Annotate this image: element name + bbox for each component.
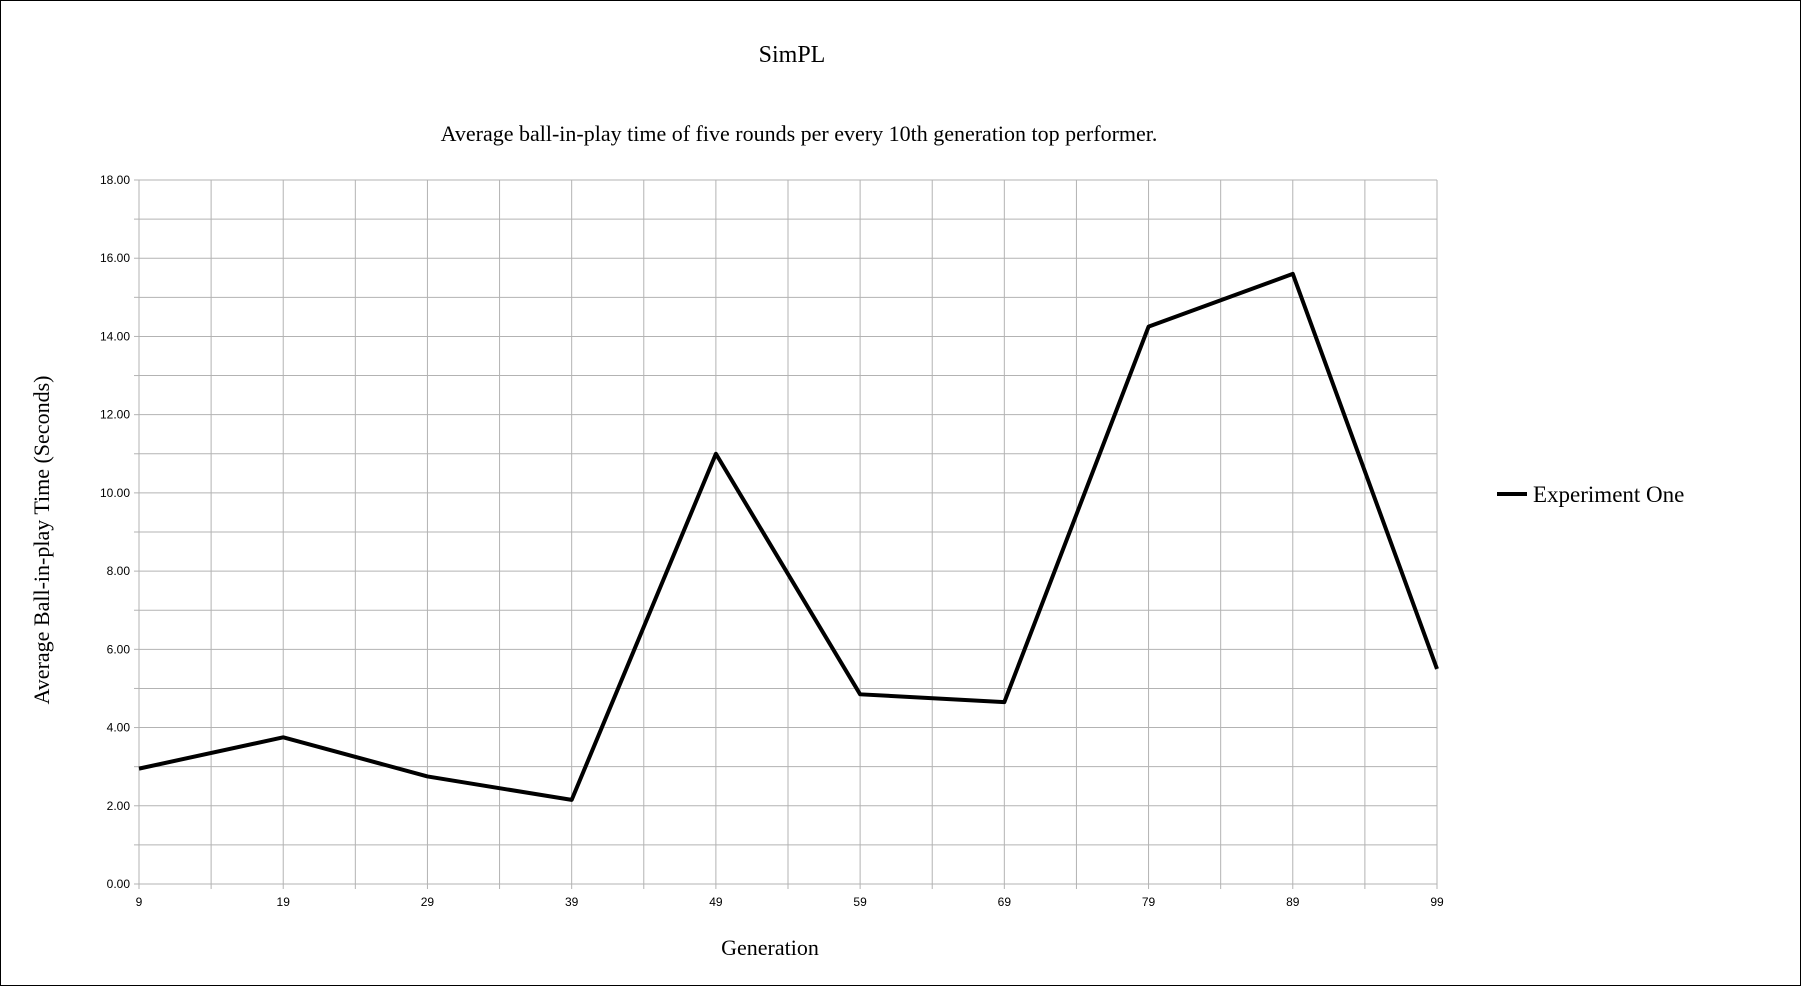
- x-tick-label: 19: [277, 895, 291, 909]
- x-tick-label: 39: [565, 895, 579, 909]
- x-axis-label: Generation: [721, 935, 819, 960]
- x-axis-ticks: 9 19 29 39 49 59 69 79 89 99: [136, 895, 1444, 909]
- legend-label-experiment-one: Experiment One: [1533, 482, 1684, 507]
- x-tick-label: 9: [136, 895, 143, 909]
- y-tick-label: 18.00: [100, 173, 130, 187]
- x-tick-label: 99: [1430, 895, 1444, 909]
- x-tick-label: 29: [421, 895, 435, 909]
- y-tick-label: 6.00: [107, 642, 131, 656]
- legend: Experiment One: [1497, 482, 1684, 507]
- y-tick-label: 10.00: [100, 486, 130, 500]
- y-tick-label: 2.00: [107, 799, 131, 813]
- y-tick-label: 16.00: [100, 251, 130, 265]
- series-layer: [138, 271, 1439, 802]
- x-tick-label: 89: [1286, 895, 1300, 909]
- x-tick-label: 59: [853, 895, 867, 909]
- y-axis-ticks: 0.00 2.00 4.00 6.00 8.00 10.00 12.00 14.00 16.00…: [100, 173, 130, 891]
- x-tick-label: 79: [1142, 895, 1156, 909]
- y-tick-label: 4.00: [107, 721, 131, 735]
- y-tick-label: 0.00: [107, 877, 131, 891]
- grid-lines: [134, 179, 1438, 889]
- chart-title: SimPL: [759, 42, 826, 68]
- chart-subtitle: Average ball-in-play time of five rounds…: [441, 121, 1158, 146]
- x-tick-label: 49: [709, 895, 723, 909]
- y-tick-label: 8.00: [107, 564, 131, 578]
- series-line-experiment-one: [138, 271, 1439, 802]
- y-axis-label: Average Ball-in-play Time (Seconds): [29, 376, 54, 705]
- x-tick-label: 69: [998, 895, 1012, 909]
- y-tick-label: 12.00: [100, 408, 130, 422]
- y-tick-label: 14.00: [100, 329, 130, 343]
